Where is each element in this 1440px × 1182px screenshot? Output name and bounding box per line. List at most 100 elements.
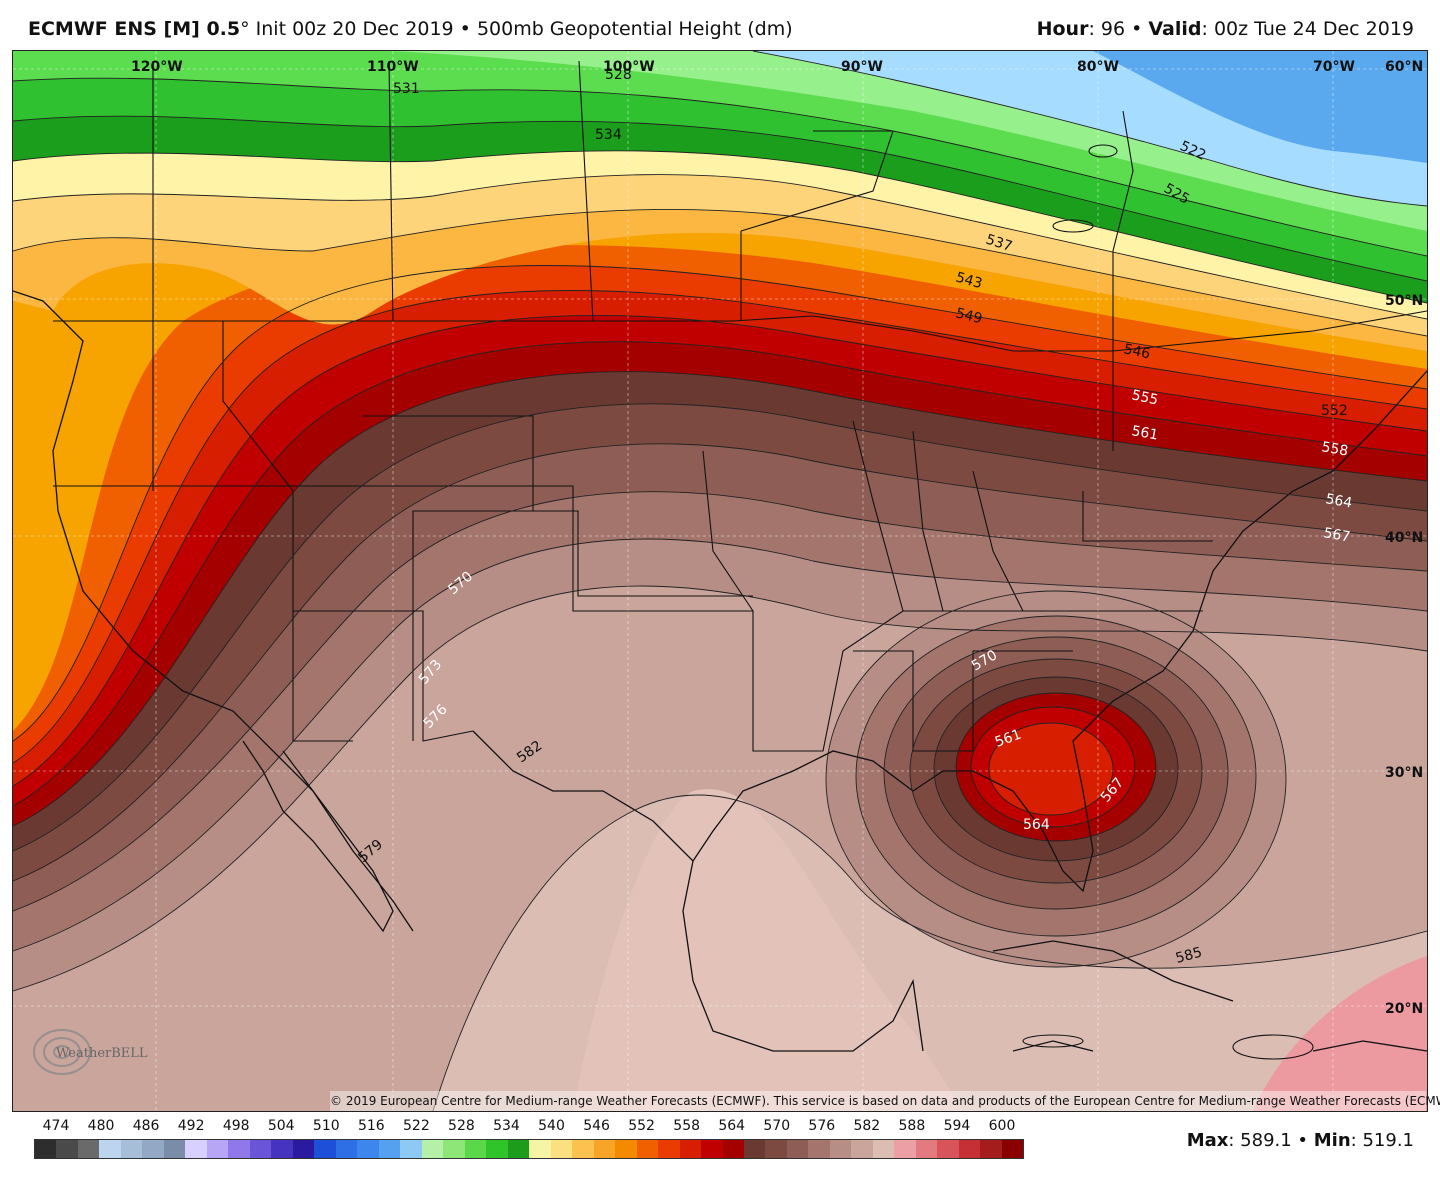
colorbar-swatch xyxy=(915,1140,938,1158)
colorbar-swatch xyxy=(894,1140,916,1158)
contour-label: 549 xyxy=(954,305,984,327)
contour-label: 567 xyxy=(1322,525,1351,545)
colorbar-tick-label: 474 xyxy=(42,1118,70,1134)
lon-label-90w: 90°W xyxy=(841,59,883,75)
colorbar-swatch xyxy=(507,1140,530,1158)
colorbar-tick-label: 588 xyxy=(898,1118,926,1134)
lat-label-20n: 20°N xyxy=(1385,1001,1423,1017)
valid-label: Valid xyxy=(1148,18,1202,40)
colorbar-swatch xyxy=(658,1140,680,1158)
colorbar-swatch xyxy=(249,1140,272,1158)
colorbar-swatch xyxy=(443,1140,465,1158)
contour-label: 564 xyxy=(1023,817,1050,833)
colorbar-tick-label: 498 xyxy=(222,1118,250,1134)
contour-label: 561 xyxy=(1130,423,1159,443)
colorbar-tick-label: 558 xyxy=(673,1118,701,1134)
contour-lines xyxy=(13,51,1427,1111)
valid-bullet: • xyxy=(1125,18,1149,40)
contour-label: 537 xyxy=(984,232,1014,255)
colorbar-swatch xyxy=(851,1140,873,1158)
contour-label: 552 xyxy=(1321,403,1348,419)
band-588 xyxy=(573,789,963,1111)
lon-label-100w: 100°W xyxy=(603,59,655,75)
colorbar-swatch xyxy=(292,1140,315,1158)
colorbar-swatch xyxy=(400,1140,422,1158)
field-name: 500mb Geopotential Height (dm) xyxy=(476,18,793,40)
colorbar-swatch xyxy=(980,1140,1002,1158)
colorbar-tick-label: 594 xyxy=(943,1118,971,1134)
colorbar-tick-label: 546 xyxy=(583,1118,610,1134)
lon-label-120w: 120°W xyxy=(131,59,183,75)
degree-sign: ° xyxy=(240,18,250,40)
colorbar-tick-label: 600 xyxy=(988,1118,1016,1134)
colorbar-swatch xyxy=(958,1140,981,1158)
contour-label: 528 xyxy=(605,67,632,83)
colorbar-tick-label: 480 xyxy=(87,1118,115,1134)
band-594 xyxy=(1253,956,1427,1111)
max-min-stats: Max: 589.1 • Min: 519.1 xyxy=(1187,1130,1414,1151)
colorbar-swatch xyxy=(163,1140,186,1158)
contour-label: 543 xyxy=(954,269,984,292)
colorbar-swatch xyxy=(615,1140,637,1158)
lat-label-30n: 30°N xyxy=(1385,765,1423,781)
hour-value: : 96 xyxy=(1088,18,1126,40)
weatherbell-logo: WeatherBELL xyxy=(30,1022,160,1082)
copyright-notice: © 2019 European Centre for Medium-range … xyxy=(330,1091,1440,1111)
colorbar-tick-label: 576 xyxy=(808,1118,836,1134)
colorbar-swatch xyxy=(56,1140,78,1158)
colorbar-swatch xyxy=(593,1140,616,1158)
colorbar-tick-label: 582 xyxy=(853,1118,881,1134)
colorbar-tick-label: 564 xyxy=(718,1118,746,1134)
colorbar-swatch xyxy=(421,1140,444,1158)
logo-text: WeatherBELL xyxy=(56,1046,148,1061)
lon-label-110w: 110°W xyxy=(367,59,419,75)
model-name: ECMWF ENS [M] 0.5 xyxy=(28,18,241,40)
colorbar-swatch xyxy=(679,1140,702,1158)
colorbar-swatch xyxy=(335,1140,358,1158)
min-value: : 519.1 xyxy=(1350,1130,1414,1151)
valid-time: Hour: 96 • Valid: 00z Tue 24 Dec 2019 xyxy=(1037,18,1414,40)
max-value: : 589.1 xyxy=(1228,1130,1292,1151)
contour-label: 531 xyxy=(393,81,420,97)
colorbar-swatch xyxy=(228,1140,250,1158)
colorbar-swatch xyxy=(572,1140,594,1158)
colorbar-tick-label: 552 xyxy=(628,1118,655,1134)
borders xyxy=(53,60,1427,752)
colorbar-swatch xyxy=(636,1140,659,1158)
colorbar-tick-label: 570 xyxy=(763,1118,791,1134)
contour-label: 555 xyxy=(1130,387,1159,408)
max-label: Max xyxy=(1186,1130,1229,1151)
colorbar-swatch xyxy=(271,1140,293,1158)
colorbar-swatch xyxy=(486,1140,508,1158)
init-time: Init 00z 20 Dec 2019 xyxy=(249,18,454,40)
swirl-icon xyxy=(33,1029,91,1075)
colorbar-swatch xyxy=(99,1140,121,1158)
hour-label: Hour xyxy=(1036,18,1089,40)
colorbar-tick-label: 534 xyxy=(493,1118,520,1134)
colorbar-swatch xyxy=(808,1140,830,1158)
colorbar-swatch xyxy=(937,1140,959,1158)
colorbar-swatch xyxy=(872,1140,895,1158)
colorbar-swatch xyxy=(142,1140,164,1158)
lon-label-80w: 80°W xyxy=(1077,59,1119,75)
lon-label-70w: 70°W xyxy=(1313,59,1355,75)
colorbar-swatch xyxy=(378,1140,401,1158)
map-title: ECMWF ENS [M] 0.5° Init 00z 20 Dec 2019 … xyxy=(28,18,793,40)
stats-bullet: • xyxy=(1291,1130,1314,1151)
band-522 xyxy=(1093,51,1427,163)
colorbar-swatch xyxy=(206,1140,229,1158)
coastlines xyxy=(13,290,1427,1052)
map-canvas: 120°W 110°W 100°W 90°W 80°W 70°W 60°N 50… xyxy=(13,51,1427,1111)
colorbar-tick-label: 540 xyxy=(538,1118,565,1134)
contour-label: 534 xyxy=(595,127,622,143)
colorbar-swatch xyxy=(701,1140,723,1158)
colorbar-swatch xyxy=(77,1140,100,1158)
title-bullet: • xyxy=(453,18,477,40)
colorbar-tick-label: 510 xyxy=(312,1118,340,1134)
colorbar-tick-label: 504 xyxy=(267,1118,295,1134)
lat-label-60n: 60°N xyxy=(1385,59,1423,75)
colorbar-tick-label: 492 xyxy=(177,1118,205,1134)
min-label: Min xyxy=(1313,1130,1351,1151)
colorbar-swatch xyxy=(314,1140,336,1158)
colorbar-swatch xyxy=(765,1140,787,1158)
